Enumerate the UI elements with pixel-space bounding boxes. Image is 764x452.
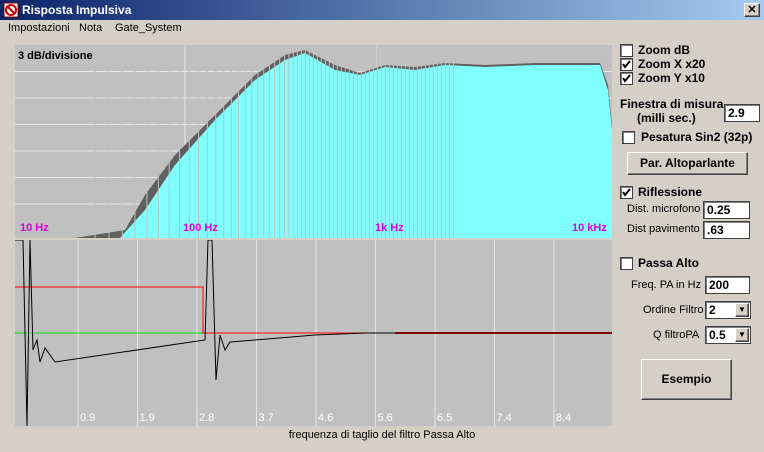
axis-label: 7.4 <box>497 412 512 424</box>
scale-label: 3 dB/divisione <box>18 50 93 62</box>
axis-label: 100 Hz <box>183 222 218 234</box>
check-mark <box>622 60 631 69</box>
checkbox[interactable] <box>620 186 633 199</box>
text-input[interactable]: 2.9 <box>724 104 760 122</box>
axis-label: 8.4 <box>556 412 571 424</box>
label: Dist. microfono <box>627 203 701 215</box>
dropdown-value: 0.5 <box>709 328 726 342</box>
plot-caption: frequenza di taglio del filtro Passa Alt… <box>288 429 476 441</box>
axis-label: 3.7 <box>259 412 274 424</box>
label: Freq. PA in Hz <box>631 279 702 291</box>
title-bar: Risposta Impulsiva ✕ <box>0 0 764 20</box>
axis-label: 10 kHz <box>572 222 607 234</box>
label: Finestra di misura <box>620 97 724 111</box>
checkbox-label: Zoom dB <box>638 43 690 57</box>
close-button[interactable]: ✕ <box>744 3 760 17</box>
checkbox-label: Zoom Y x10 <box>638 71 705 85</box>
text-input[interactable]: .63 <box>703 221 750 239</box>
label: Ordine Filtro <box>643 304 704 316</box>
checkbox-label: Zoom X x20 <box>638 57 706 71</box>
frequency-plot: 3 dB/divisione 10 Hz 100 Hz 1k Hz 10 kHz <box>15 45 612 238</box>
dropdown-arrow[interactable]: ▼ <box>735 328 749 342</box>
label: (milli sec.) <box>637 111 696 125</box>
window-title: Risposta Impulsiva <box>22 3 132 17</box>
text-input[interactable]: 0.25 <box>703 201 750 219</box>
axis-label: 0.9 <box>80 412 95 424</box>
axis-label: 2.8 <box>199 412 214 424</box>
menu-item[interactable]: Gate_System <box>115 22 182 34</box>
menu-item[interactable]: Nota <box>79 22 103 34</box>
checkbox-label: Pesatura Sin2 (32p) <box>641 130 753 144</box>
checkbox-label: Riflessione <box>638 185 703 199</box>
check-mark <box>622 188 631 197</box>
checkbox[interactable] <box>620 44 633 57</box>
axis-label: 1k Hz <box>375 222 404 234</box>
checkbox[interactable] <box>620 72 633 85</box>
axis-label: 6.5 <box>437 412 452 424</box>
dropdown-value: 2 <box>709 303 716 317</box>
dropdown-arrow[interactable]: ▼ <box>735 303 749 317</box>
impulse-plot: 0.9 1.9 2.8 3.7 4.6 5.6 6.5 7.4 8.4 <box>15 240 612 426</box>
label: Q filtroPA <box>653 329 700 341</box>
text-input[interactable]: 200 <box>705 276 750 294</box>
app-icon <box>3 2 19 18</box>
button[interactable]: Esempio <box>641 359 732 400</box>
axis-label: 1.9 <box>140 412 155 424</box>
axis-label: 4.6 <box>318 412 333 424</box>
checkbox[interactable] <box>620 257 633 270</box>
axis-label: 10 Hz <box>20 222 49 234</box>
checkbox-label: Passa Alto <box>638 256 699 270</box>
check-mark <box>622 74 631 83</box>
axis-label: 5.6 <box>378 412 393 424</box>
menu-item[interactable]: Impostazioni <box>8 22 70 34</box>
checkbox[interactable] <box>622 131 635 144</box>
label: Dist pavimento <box>627 223 700 235</box>
button[interactable]: Par. Altoparlante <box>627 152 748 175</box>
checkbox[interactable] <box>620 58 633 71</box>
